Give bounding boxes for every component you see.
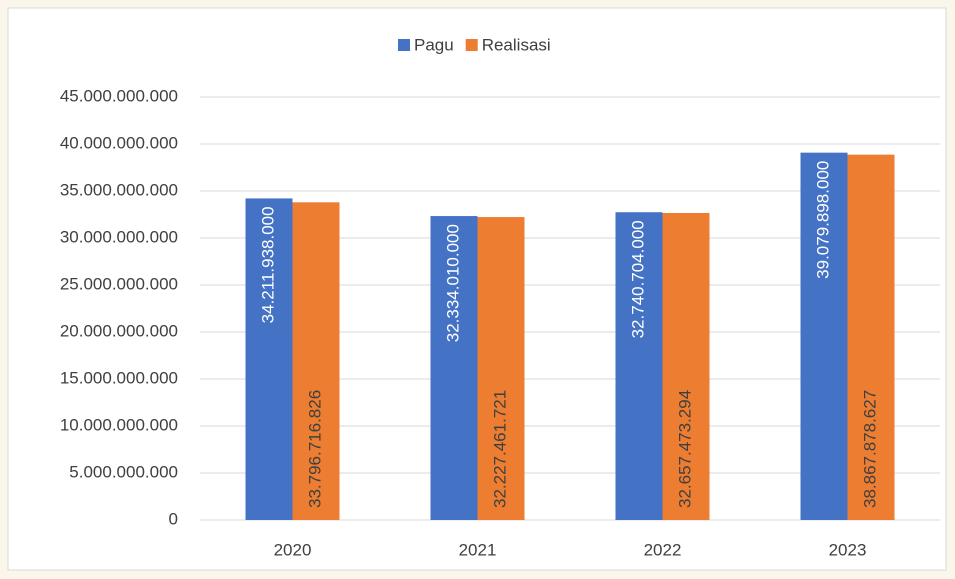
value-label: 38.867.878.627	[860, 390, 879, 508]
legend-label: Pagu	[414, 35, 454, 54]
y-tick-label: 0	[169, 509, 178, 528]
bar	[847, 154, 895, 520]
value-label: 32.334.010.000	[443, 224, 462, 342]
y-tick-label: 30.000.000.000	[60, 227, 178, 246]
value-label: 33.796.716.826	[305, 390, 324, 508]
x-tick-label: 2023	[829, 540, 867, 559]
x-tick-label: 2021	[459, 540, 497, 559]
legend-swatch	[465, 39, 478, 51]
value-label: 34.211.938.000	[258, 206, 277, 323]
value-label: 32.740.704.000	[628, 220, 647, 338]
x-tick-label: 2020	[274, 540, 312, 559]
bar	[245, 198, 293, 520]
y-tick-label: 45.000.000.000	[60, 86, 178, 105]
y-tick-label: 40.000.000.000	[60, 133, 178, 152]
y-tick-label: 5.000.000.000	[69, 462, 178, 481]
value-label: 39.079.898.000	[813, 161, 832, 279]
bar	[292, 202, 340, 521]
y-tick-label: 10.000.000.000	[60, 415, 178, 434]
legend-swatch	[398, 39, 410, 51]
bar	[662, 213, 710, 520]
legend-label: Realisasi	[482, 35, 551, 54]
value-label: 32.227.461.721	[490, 390, 509, 508]
bar	[430, 216, 478, 520]
bar	[477, 217, 525, 520]
bar	[800, 152, 848, 520]
value-label: 32.657.473.294	[675, 390, 694, 508]
bar	[615, 212, 663, 521]
y-tick-label: 15.000.000.000	[60, 368, 178, 387]
y-tick-label: 20.000.000.000	[60, 321, 178, 340]
y-tick-label: 35.000.000.000	[60, 180, 178, 199]
y-tick-label: 25.000.000.000	[60, 274, 178, 293]
x-tick-label: 2022	[644, 540, 682, 559]
